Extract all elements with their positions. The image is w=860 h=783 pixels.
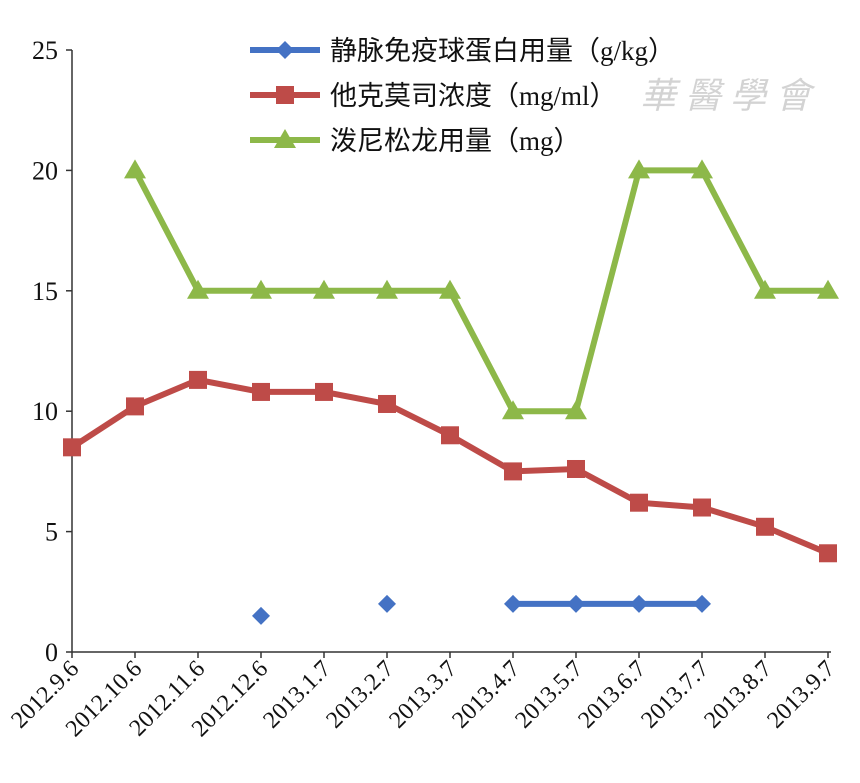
square-marker (252, 382, 270, 401)
triangle-marker (628, 159, 650, 179)
square-marker (504, 462, 522, 481)
square-marker (276, 86, 294, 104)
diamond-marker (276, 41, 294, 59)
y-tick-label: 25 (32, 36, 58, 65)
square-marker (756, 517, 774, 536)
triangle-marker (754, 279, 776, 299)
diamond-marker (567, 594, 585, 613)
x-tick-label: 2013.3.7 (384, 656, 462, 734)
x-tick-label: 2013.8.7 (699, 656, 777, 734)
triangle-marker (565, 400, 587, 420)
triangle-marker (250, 279, 272, 299)
triangle-marker (274, 129, 296, 148)
diamond-marker (504, 594, 522, 613)
x-tick-label: 2013.4.7 (447, 656, 525, 734)
square-marker (441, 426, 459, 445)
series-diamond (252, 594, 711, 625)
diamond-marker (252, 606, 270, 625)
y-tick-label: 10 (32, 397, 58, 426)
triangle-marker (376, 279, 398, 299)
square-marker (189, 370, 207, 389)
diamond-marker (693, 594, 711, 613)
square-marker (63, 438, 81, 457)
square-marker (693, 498, 711, 517)
series-square (63, 370, 837, 563)
square-marker (378, 394, 396, 413)
square-marker (630, 493, 648, 512)
y-tick-label: 15 (32, 277, 58, 306)
triangle-marker (817, 279, 839, 299)
x-tick-label: 2013.9.7 (762, 656, 840, 734)
legend-label: 泼尼松龙用量（mg） (330, 126, 581, 156)
series-triangle (124, 159, 839, 420)
square-marker (819, 544, 837, 563)
square-marker (126, 397, 144, 416)
series-layer (63, 159, 839, 625)
legend-label: 他克莫司浓度（mg/ml） (330, 81, 617, 111)
diamond-marker (630, 594, 648, 613)
triangle-marker (124, 159, 146, 179)
watermark: 華 醫 學 會 (640, 76, 816, 116)
triangle-marker (187, 279, 209, 299)
x-tick-label: 2013.6.7 (573, 656, 651, 734)
series-line (132, 167, 828, 415)
x-tick-label: 2013.2.7 (321, 656, 399, 734)
legend: 静脉免疫球蛋白用量（g/kg） 他克莫司浓度（mg/ml） 泼尼松龙用量（mg） (250, 36, 675, 156)
triangle-marker (691, 159, 713, 179)
y-tick-label: 0 (45, 638, 58, 667)
x-tick-label: 2013.7.7 (636, 656, 714, 734)
x-tick-label: 2013.1.7 (258, 656, 336, 734)
triangle-marker (439, 279, 461, 299)
triangle-marker (313, 279, 335, 299)
y-tick-label: 5 (45, 518, 58, 547)
x-tick-label: 2013.5.7 (510, 656, 588, 734)
diamond-marker (378, 594, 396, 613)
series-line (70, 376, 830, 557)
watermark-text: 華 醫 學 會 (640, 76, 816, 116)
square-marker (315, 382, 333, 401)
legend-label: 静脉免疫球蛋白用量（g/kg） (330, 36, 675, 66)
y-tick-label: 20 (32, 156, 58, 185)
square-marker (567, 459, 585, 478)
triangle-marker (502, 400, 524, 420)
